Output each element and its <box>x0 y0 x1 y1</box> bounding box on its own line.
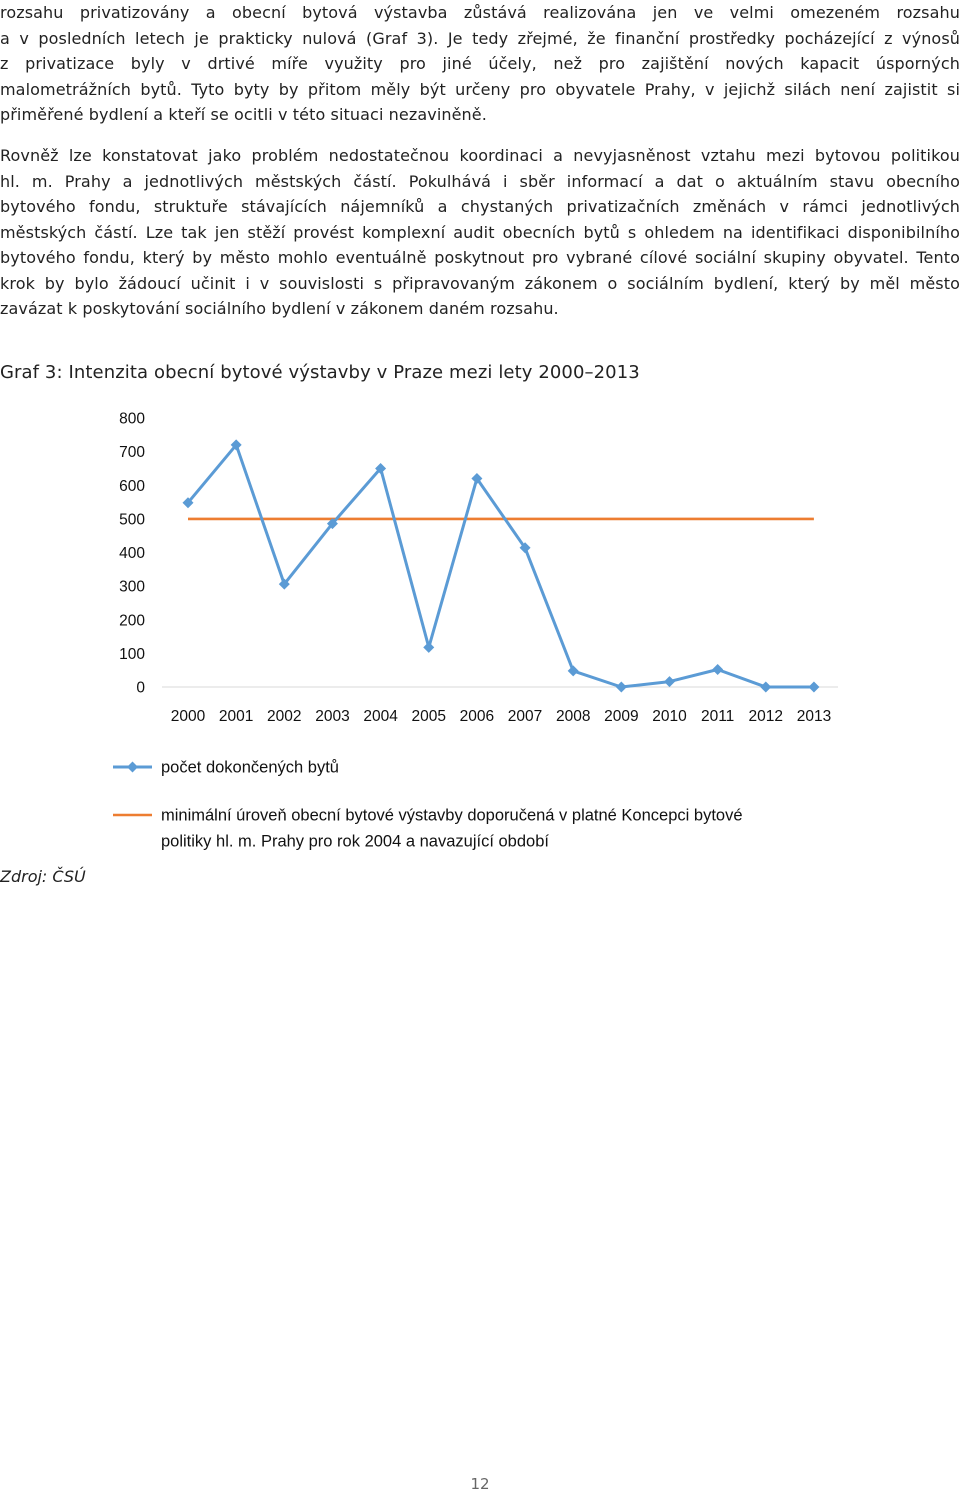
y-tick-label: 100 <box>119 646 145 663</box>
source-note: Zdroj: ČSÚ <box>0 867 86 886</box>
data-point <box>230 439 242 451</box>
y-tick-label: 400 <box>119 545 145 562</box>
text-line: Rovněž lze konstatovat jako problém nedo… <box>0 146 960 165</box>
x-tick-label: 2006 <box>460 708 494 725</box>
page-number: 12 <box>470 1475 490 1493</box>
text-line: městských částí. Lze tak jen stěží prové… <box>0 222 960 242</box>
text-line: a v posledních letech je prakticky nulov… <box>0 28 960 48</box>
legend-label: politiky hl. m. Prahy pro rok 2004 a nav… <box>161 833 549 851</box>
legend-label: počet dokončených bytů <box>161 759 339 777</box>
data-point <box>375 462 387 474</box>
text-line: bytového fondu, který by město mohlo eve… <box>0 248 960 267</box>
data-point <box>326 518 338 530</box>
data-point <box>182 497 194 509</box>
x-tick-label: 2011 <box>701 708 734 725</box>
series-group <box>182 439 820 693</box>
series-line <box>186 443 814 689</box>
text-line: z privatizace byly v drtivé míře využity… <box>0 54 960 73</box>
y-tick-label: 700 <box>119 444 145 461</box>
data-point <box>278 578 290 590</box>
x-tick-label: 2010 <box>652 708 687 725</box>
legend-marker <box>127 761 138 773</box>
y-tick-label: 300 <box>119 579 145 596</box>
data-point <box>471 473 483 485</box>
text-line: zavázat k poskytování sociálního bydlení… <box>0 299 559 318</box>
paragraph-1: rozsahu privatizovány a obecní bytová vý… <box>0 0 960 128</box>
text-line: malometrážních bytů. Tyto byty by přitom… <box>0 79 960 99</box>
data-point <box>712 664 724 676</box>
x-tick-label: 2000 <box>171 708 206 725</box>
text-line: hl. m. Prahy a jednotlivých městských čá… <box>0 171 960 191</box>
figure-caption: Graf 3: Intenzita obecní bytové výstavby… <box>0 362 640 383</box>
data-point <box>615 681 627 693</box>
data-point <box>519 542 531 554</box>
data-point <box>664 676 675 688</box>
y-tick-label: 0 <box>136 680 145 697</box>
text-line: přiměřené bydlení a kteří se ocitli v té… <box>0 105 487 124</box>
y-tick-label: 600 <box>119 478 145 495</box>
data-point <box>423 641 435 653</box>
data-point <box>567 665 579 677</box>
x-tick-label: 2008 <box>556 708 590 725</box>
data-point <box>808 681 820 693</box>
text-line: krok by bylo žádoucí učinit i v souvislo… <box>0 273 960 293</box>
x-tick-label: 2013 <box>797 708 831 725</box>
text-line: bytového fondu, struktuře stávajících ná… <box>0 197 960 216</box>
y-tick-label: 200 <box>119 612 145 629</box>
text-line: rozsahu privatizovány a obecní bytová vý… <box>0 3 960 22</box>
x-tick-label: 2007 <box>508 708 542 725</box>
paragraph-2: Rovněž lze konstatovat jako problém nedo… <box>0 143 960 322</box>
y-axis-ticks: 0 100 200 300 400 500 600 700 800 <box>119 411 145 697</box>
x-tick-label: 2004 <box>363 708 398 725</box>
x-tick-label: 2012 <box>749 708 783 725</box>
x-tick-label: 2009 <box>604 708 638 725</box>
x-tick-label: 2001 <box>219 708 253 725</box>
x-tick-label: 2002 <box>267 708 301 725</box>
legend: počet dokončených bytů minimální úroveň o… <box>113 759 743 851</box>
data-point <box>760 681 772 693</box>
legend-label: minimální úroveň obecní bytové výstavby … <box>161 807 743 825</box>
x-axis-ticks: 2000 2001 2002 2003 2004 2005 2006 2007 2008 2009… <box>171 708 831 725</box>
y-tick-label: 500 <box>119 511 145 528</box>
x-tick-label: 2005 <box>412 708 446 725</box>
y-tick-label: 800 <box>119 411 145 428</box>
x-tick-label: 2003 <box>315 708 349 725</box>
